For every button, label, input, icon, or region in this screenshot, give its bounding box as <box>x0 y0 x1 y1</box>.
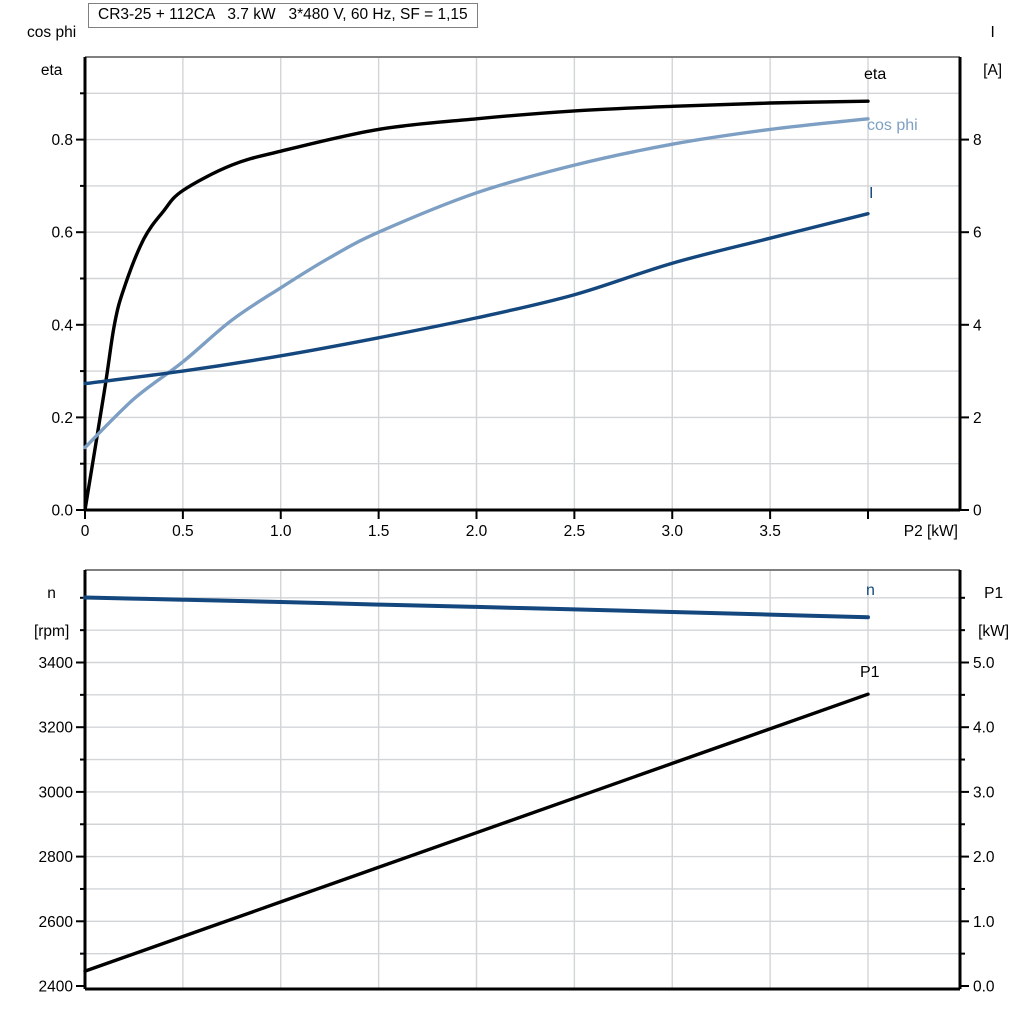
x-tick-label: 1.5 <box>368 523 390 540</box>
x-tick-label: 3.0 <box>661 523 683 540</box>
n-curve <box>83 595 870 620</box>
cos-phi-curve-label: cos phi <box>867 117 918 134</box>
left-tick-label: 0.8 <box>51 132 73 149</box>
speed-curve-label: n <box>866 582 875 599</box>
right-tick-label: 2.0 <box>973 849 995 866</box>
bottom-right-axis-label: P1 [kW] <box>954 565 1016 660</box>
right-tick-label: 0.0 <box>973 979 995 996</box>
cos phi-curve <box>83 117 870 450</box>
x-tick-label: 0 <box>81 523 90 540</box>
speed-axis-label-line2: [rpm] <box>33 623 70 640</box>
right-tick-label: 2 <box>973 410 982 427</box>
x-tick-label: 2.0 <box>466 523 488 540</box>
x-tick-label: 2.5 <box>564 523 586 540</box>
P1-curve <box>83 692 870 973</box>
eta-curve-label: eta <box>864 66 887 83</box>
x-tick-label: 1.0 <box>270 523 292 540</box>
I-curve <box>83 212 870 386</box>
bottom-left-axis-label: n [rpm] <box>6 565 80 660</box>
left-axis-label-line2: eta <box>40 62 63 79</box>
speed-axis-label-line1: n <box>47 585 56 602</box>
right-tick-label: 0 <box>973 503 982 520</box>
right-tick-label: 4 <box>973 317 982 334</box>
right-tick-label: 6 <box>973 225 982 242</box>
right-tick-label: 4.0 <box>973 720 995 737</box>
left-tick-label: 2400 <box>39 979 74 996</box>
right-tick-label: 5.0 <box>973 655 995 672</box>
right-axis-label-line1: I <box>990 24 995 41</box>
p1-curve-label: P1 <box>860 664 880 681</box>
current-curve-label: I <box>869 185 874 202</box>
right-tick-label: 8 <box>973 132 982 149</box>
left-axis-label-line1: cos phi <box>27 24 77 41</box>
left-tick-label: 2800 <box>39 849 74 866</box>
p1-axis-label-line2: [kW] <box>978 623 1010 640</box>
left-tick-label: 3400 <box>39 655 74 672</box>
left-tick-label: 3200 <box>39 720 74 737</box>
x-tick-label: 0.5 <box>172 523 194 540</box>
x-axis-label: P2 [kW] <box>903 523 958 540</box>
top-left-axis-label: cos phi eta <box>4 4 82 99</box>
eta-curve <box>83 99 870 512</box>
left-tick-label: 0.2 <box>51 410 73 427</box>
right-tick-label: 3.0 <box>973 784 995 801</box>
right-axis-label-line2: [A] <box>983 62 1003 79</box>
left-tick-label: 3000 <box>39 784 74 801</box>
left-tick-label: 0.0 <box>51 503 73 520</box>
left-tick-label: 0.6 <box>51 225 73 242</box>
left-tick-label: 0.4 <box>51 317 73 334</box>
x-tick-label: 3.5 <box>759 523 781 540</box>
left-tick-label: 2600 <box>39 914 74 931</box>
right-tick-label: 1.0 <box>973 914 995 931</box>
chart-title: CR3-25 + 112CA 3.7 kW 3*480 V, 60 Hz, SF… <box>88 3 478 28</box>
top-right-axis-label: I [A] <box>952 4 1016 99</box>
p1-axis-label-line1: P1 <box>984 585 1004 602</box>
